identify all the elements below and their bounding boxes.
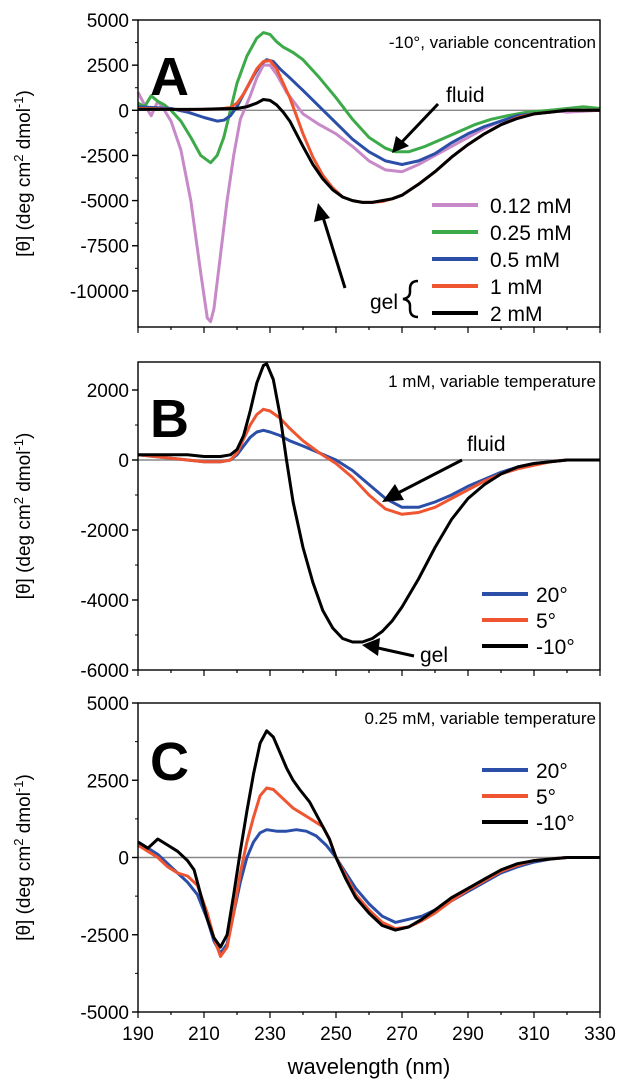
x-tick-label: 310 (518, 1024, 550, 1045)
series-line-5 (137, 407, 600, 516)
condition-label: 1 mM, variable temperature (388, 372, 596, 391)
y-tick-label: 0 (118, 451, 129, 472)
x-tick-label: 230 (254, 1024, 286, 1045)
legend-label-20: 20° (536, 760, 568, 783)
legend-label-1-mm: 1 mM (490, 276, 543, 299)
x-tick-label: 290 (452, 1024, 484, 1045)
series-line-0-5-mm (137, 58, 600, 166)
gel-arrow-head (362, 638, 380, 656)
x-tick-label: 250 (320, 1024, 352, 1045)
y-tick-label: 2500 (87, 56, 129, 77)
y-axis-label: [θ] (deg cm2 dmol-1) (11, 774, 36, 941)
series-line-10 (137, 729, 600, 949)
gel-annotation: gel (370, 291, 398, 314)
x-tick-label: 190 (122, 1024, 154, 1045)
y-tick-label: -5000 (80, 192, 129, 213)
condition-label: -10°, variable concentration (389, 33, 596, 52)
fluid-annotation: fluid (446, 84, 485, 107)
condition-label: 0.25 mM, variable temperature (365, 709, 597, 728)
y-tick-label: -5000 (80, 1003, 129, 1024)
fluid-arrow (397, 458, 463, 495)
y-axis-label: [θ] (deg cm2 dmol-1) (11, 433, 36, 600)
series-line-1-mm (137, 59, 600, 204)
legend-label-0-12-mm: 0.12 mM (490, 195, 572, 218)
gel-annotation: gel (420, 644, 448, 667)
y-tick-label: -10000 (70, 282, 129, 303)
legend-label-20: 20° (536, 584, 568, 607)
series-line-0-25-mm (137, 31, 601, 165)
fluid-annotation: fluid (467, 433, 506, 456)
gel-arrow-head (314, 203, 330, 222)
y-tick-label: -6000 (80, 661, 129, 682)
legend-label-5: 5° (536, 786, 556, 809)
y-tick-label: -2500 (80, 926, 129, 947)
legend-label-0-5-mm: 0.5 mM (490, 249, 560, 272)
y-tick-label: 5000 (87, 11, 129, 32)
panel-letter: B (150, 389, 189, 449)
series-line-5 (137, 786, 600, 958)
y-tick-label: -2000 (80, 521, 129, 542)
legend-label-2-mm: 2 mM (490, 303, 543, 326)
series-line-20 (137, 828, 600, 955)
series-line-2-mm (138, 98, 600, 204)
legend: 20° 5° -10° (482, 760, 575, 835)
fluid-arrow-head (382, 484, 404, 502)
panel-letter: C (150, 732, 189, 792)
x-tick-label: 210 (188, 1024, 220, 1045)
gel-arrow (377, 646, 415, 658)
y-tick-label: -7500 (80, 237, 129, 258)
y-tick-label: -2500 (80, 146, 129, 167)
y-tick-label: 2000 (87, 381, 129, 402)
y-tick-label: 5000 (87, 694, 129, 715)
panel-b: 2000 0 -2000 -4000 -6000 [θ] (deg cm2 dmol-1)… (11, 361, 601, 682)
legend-brace (402, 279, 419, 319)
legend: 0.12 mM 0.25 mM 0.5 mM 1 mM 2 mM gel (370, 195, 572, 326)
fluid-arrow-head (392, 136, 409, 153)
series-line-10 (138, 362, 600, 644)
x-tick-label: 270 (386, 1024, 418, 1045)
y-tick-label: 0 (118, 101, 129, 122)
y-axis-label: [θ] (deg cm2 dmol-1) (11, 90, 36, 257)
x-tick-label: 330 (584, 1024, 616, 1045)
y-tick-label: 0 (118, 849, 129, 870)
legend-label-10: -10° (536, 636, 575, 659)
legend-label-10: -10° (536, 812, 575, 835)
gel-arrow (320, 213, 347, 289)
legend-label-0-25-mm: 0.25 mM (490, 222, 572, 245)
panel-letter: A (150, 47, 189, 107)
y-tick-label: -4000 (80, 591, 129, 612)
plot-frame (137, 361, 601, 671)
legend: 20° 5° -10° (482, 584, 575, 659)
y-tick-label: 2500 (87, 771, 129, 792)
fluid-arrow (398, 102, 440, 146)
legend-label-5: 5° (536, 610, 556, 633)
x-axis-label: wavelength (nm) (287, 1054, 451, 1079)
panel-a: 5000 2500 0 -2500 -5000 -7500 -10000 [θ] (deg c… (11, 11, 601, 333)
